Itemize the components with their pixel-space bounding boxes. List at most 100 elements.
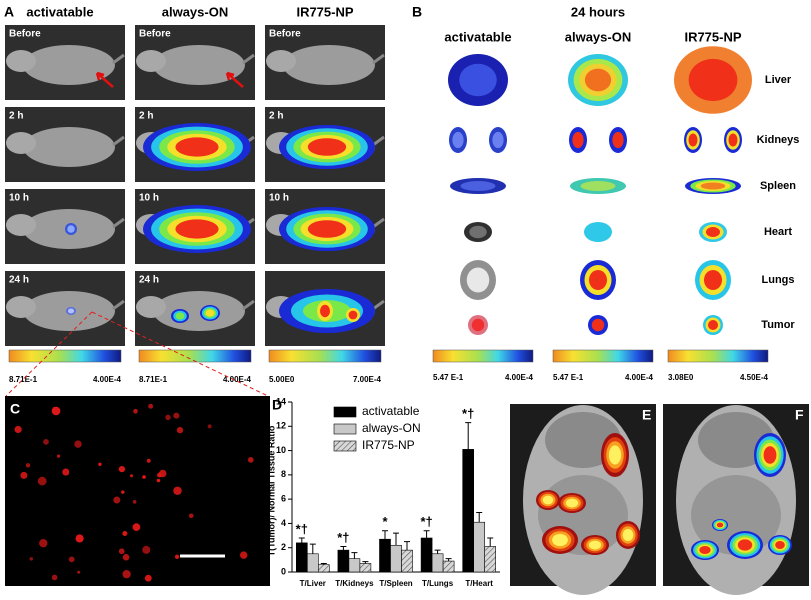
time-label: 10 h bbox=[139, 193, 159, 204]
time-label: Before bbox=[9, 29, 41, 40]
organ bbox=[452, 131, 464, 149]
colorbar-label: 4.00E-4 bbox=[93, 375, 122, 384]
panel-label: C bbox=[10, 401, 20, 417]
error-bar bbox=[423, 530, 430, 538]
organ bbox=[584, 222, 612, 242]
colorbar-label: 5.47 E-1 bbox=[553, 373, 584, 382]
fluorescent-spot bbox=[142, 545, 151, 554]
signal bbox=[608, 445, 622, 465]
fluorescent-spot bbox=[37, 476, 47, 486]
error-bar bbox=[487, 537, 494, 547]
fluorescent-spot bbox=[148, 403, 154, 409]
organ bbox=[704, 270, 722, 290]
fluorescent-spot bbox=[132, 499, 137, 504]
y-tick-label: 8 bbox=[281, 469, 286, 479]
fluorescent-spot bbox=[56, 454, 61, 458]
colorbar-label: 3.08E0 bbox=[668, 373, 694, 382]
mouse-tail bbox=[372, 299, 385, 311]
signal bbox=[716, 522, 724, 528]
bar bbox=[306, 553, 319, 573]
fluorescent-spot bbox=[68, 556, 75, 563]
y-tick-label: 14 bbox=[276, 396, 286, 406]
fluorescent-spot bbox=[20, 471, 28, 479]
mouse-body bbox=[153, 45, 245, 85]
fluorescent-spot bbox=[122, 531, 128, 537]
signal bbox=[348, 310, 358, 320]
signal bbox=[552, 533, 568, 547]
error-bar bbox=[404, 541, 410, 551]
time-label: 10 h bbox=[269, 193, 289, 204]
time-label: 2 h bbox=[139, 111, 153, 122]
panel-label: A bbox=[4, 4, 14, 20]
significance-label: *† bbox=[296, 521, 308, 536]
mouse-head bbox=[6, 296, 36, 318]
panel-label: E bbox=[642, 407, 651, 423]
colorbar-label: 4.00E-4 bbox=[223, 375, 252, 384]
signal bbox=[763, 446, 777, 464]
error-bar bbox=[320, 563, 327, 565]
fluorescent-spot bbox=[146, 458, 151, 463]
fluorescent-spot bbox=[39, 539, 48, 548]
fluorescent-spot bbox=[25, 463, 31, 468]
significance-label: *† bbox=[420, 514, 432, 529]
signal bbox=[622, 528, 634, 542]
column-header: always-ON bbox=[162, 4, 228, 19]
organ-label: Tumor bbox=[761, 319, 795, 331]
organ-label: Liver bbox=[765, 74, 792, 86]
mouse-body bbox=[23, 45, 115, 85]
micrograph bbox=[5, 396, 270, 586]
mouse-head bbox=[6, 132, 36, 154]
time-label: 2 h bbox=[9, 111, 23, 122]
bar bbox=[484, 546, 497, 573]
fluorescent-spot bbox=[52, 406, 56, 411]
column-header: IR775-NP bbox=[684, 29, 741, 44]
organ bbox=[469, 225, 487, 239]
signal bbox=[307, 138, 347, 156]
column-header: always-ON bbox=[565, 29, 631, 44]
y-tick-label: 6 bbox=[281, 494, 286, 504]
legend-label: always-ON bbox=[362, 421, 421, 435]
error-bar bbox=[445, 558, 452, 562]
organ bbox=[700, 182, 726, 190]
error-bar bbox=[434, 549, 441, 554]
colorbar bbox=[138, 349, 252, 363]
legend-swatch bbox=[333, 440, 357, 452]
significance-label: *† bbox=[462, 406, 474, 421]
y-axis-label: T(Tumor)/ Normal Tissue Ratio bbox=[266, 425, 276, 556]
column-header: IR775-NP bbox=[296, 4, 353, 19]
mouse-tail bbox=[372, 53, 385, 65]
fluorescent-spot bbox=[118, 466, 126, 473]
time-label: 24 h bbox=[139, 275, 159, 286]
organ bbox=[459, 63, 497, 97]
x-tick-label: T/Kidneys bbox=[335, 579, 374, 588]
x-tick-label: T/Lungs bbox=[422, 579, 454, 588]
mouse-tail bbox=[112, 299, 125, 311]
fluorescent-spot bbox=[207, 424, 212, 429]
time-label: 24 h bbox=[9, 275, 29, 286]
bar bbox=[295, 542, 308, 573]
mouse-tail bbox=[372, 135, 385, 147]
fluorescent-spot bbox=[74, 440, 82, 448]
signal bbox=[205, 309, 215, 317]
time-label: 2 h bbox=[269, 111, 283, 122]
bar bbox=[390, 544, 402, 573]
fluorescent-spot bbox=[113, 496, 121, 504]
bar bbox=[431, 553, 444, 573]
legend-label: activatable bbox=[362, 404, 420, 418]
mouse-head bbox=[136, 50, 166, 72]
mouse-tail bbox=[372, 217, 385, 229]
panel-label: B bbox=[412, 4, 422, 20]
significance-label: *† bbox=[337, 530, 349, 545]
error-bar bbox=[382, 530, 388, 540]
signal bbox=[565, 498, 579, 508]
bar bbox=[462, 449, 475, 573]
organ-label: Lungs bbox=[762, 274, 795, 286]
fluorescent-spot bbox=[174, 554, 180, 559]
panel-label: F bbox=[795, 407, 804, 423]
fluorescent-spot bbox=[98, 462, 102, 467]
colorbar-label: 8.71E-1 bbox=[139, 375, 168, 384]
mouse-body bbox=[23, 127, 115, 167]
mouse-head bbox=[6, 214, 36, 236]
fluorescent-spot bbox=[165, 414, 171, 421]
